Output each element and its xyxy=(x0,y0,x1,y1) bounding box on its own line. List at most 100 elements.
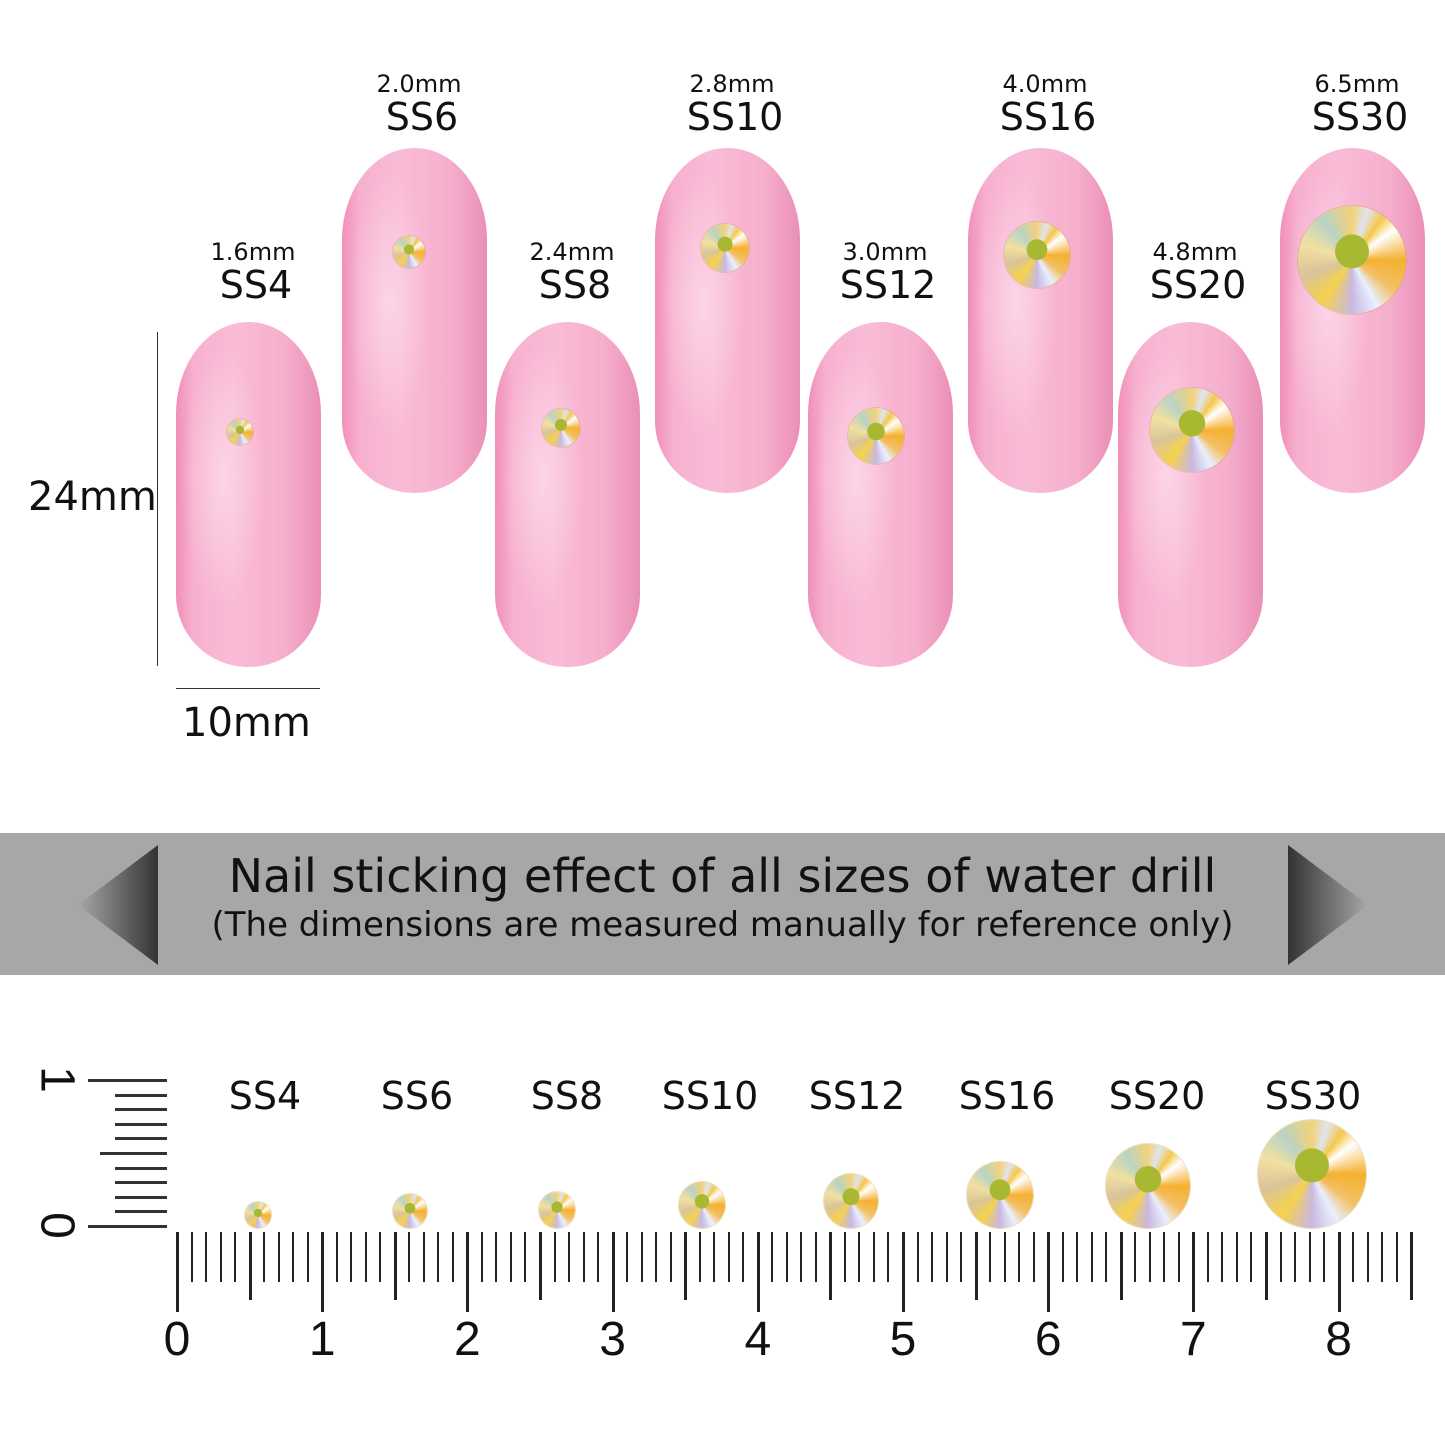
ruler-tick xyxy=(1395,1232,1398,1282)
ruler-tick xyxy=(655,1232,658,1282)
ruler-tick xyxy=(1119,1232,1123,1300)
ruler-tick xyxy=(800,1232,803,1282)
ruler-tick xyxy=(1061,1232,1064,1282)
vertical-scale-number: 0 xyxy=(30,1212,84,1239)
ruler-tick xyxy=(858,1232,861,1282)
rhinestone-ss16 xyxy=(1004,222,1070,288)
ruler-tick xyxy=(205,1232,208,1282)
size-mm-label: 4.8mm xyxy=(1152,238,1238,266)
ruler-number: 0 xyxy=(163,1313,191,1366)
ruler-tick xyxy=(597,1232,600,1282)
vertical-scale-tick xyxy=(115,1166,167,1170)
ruler-tick xyxy=(480,1232,483,1282)
ruler-tick xyxy=(916,1232,919,1282)
ruler-tick xyxy=(669,1232,672,1282)
size-mm-label: 2.8mm xyxy=(689,70,775,98)
ruler-size-label: SS30 xyxy=(1264,1074,1362,1118)
ruler-tick xyxy=(1265,1232,1268,1300)
ruler-tick xyxy=(335,1232,338,1282)
rhinestone-ss6 xyxy=(393,236,425,268)
ruler-tick xyxy=(190,1232,193,1282)
ruler-rhinestone-ss16 xyxy=(967,1162,1033,1228)
ruler-tick xyxy=(509,1232,512,1282)
height-dimension-label: 24mm xyxy=(28,474,157,520)
ruler-tick xyxy=(553,1232,556,1282)
ruler-tick xyxy=(321,1232,325,1312)
ruler-tick xyxy=(611,1232,615,1312)
size-mm-label: 2.0mm xyxy=(376,70,462,98)
size-code-label: SS4 xyxy=(219,263,293,307)
ruler-tick xyxy=(974,1232,978,1300)
right-arrow-icon xyxy=(1288,845,1368,965)
ruler-tick xyxy=(1032,1232,1035,1282)
ruler-tick xyxy=(1250,1232,1253,1282)
vertical-scale-tick xyxy=(88,1079,167,1082)
left-arrow-icon xyxy=(78,845,158,965)
ruler-tick xyxy=(1323,1232,1326,1282)
size-code-label: SS10 xyxy=(686,95,784,139)
ruler-tick xyxy=(292,1232,295,1282)
ruler-tick xyxy=(1381,1232,1384,1282)
ruler-tick xyxy=(219,1232,222,1282)
rhinestone-ss20 xyxy=(1150,388,1234,472)
rhinestone-ss12 xyxy=(848,408,904,464)
vertical-scale-tick xyxy=(115,1210,167,1214)
ruler-tick xyxy=(1047,1232,1051,1312)
ruler-size-label: SS20 xyxy=(1108,1074,1206,1118)
ruler-tick xyxy=(1410,1232,1414,1300)
ruler-number: 8 xyxy=(1325,1313,1352,1366)
ruler-tick xyxy=(1221,1232,1224,1282)
ruler-tick xyxy=(1352,1232,1355,1282)
ruler-tick xyxy=(785,1232,788,1282)
size-mm-label: 3.0mm xyxy=(842,238,928,266)
ruler-tick xyxy=(771,1232,774,1282)
ruler-tick xyxy=(524,1232,527,1282)
ruler-tick xyxy=(727,1232,730,1282)
ruler-tick xyxy=(1294,1232,1297,1282)
ruler-tick xyxy=(742,1232,745,1282)
vertical-scale-tick xyxy=(115,1122,167,1126)
width-dimension-line xyxy=(176,688,320,689)
ruler-tick xyxy=(234,1232,237,1282)
ruler-tick xyxy=(640,1232,643,1282)
size-mm-label: 1.6mm xyxy=(210,238,296,266)
ruler-size-label: SS10 xyxy=(661,1074,759,1118)
ruler-tick xyxy=(887,1232,890,1282)
ruler-tick xyxy=(1018,1232,1021,1282)
ruler-tick xyxy=(989,1232,992,1282)
rhinestone-ss30 xyxy=(1298,206,1406,314)
ruler-size-label: SS8 xyxy=(530,1074,604,1118)
ruler-tick xyxy=(756,1232,760,1312)
ruler-tick xyxy=(1235,1232,1238,1282)
ruler-tick xyxy=(945,1232,948,1282)
ruler-number: 3 xyxy=(599,1313,626,1366)
ruler-tick xyxy=(437,1232,440,1282)
vertical-scale-tick xyxy=(115,1108,167,1112)
ruler-number: 6 xyxy=(1034,1313,1062,1366)
nail-ss20 xyxy=(1118,322,1263,667)
nail-ss16 xyxy=(968,148,1113,493)
ruler-tick xyxy=(408,1232,411,1282)
ruler-tick xyxy=(495,1232,498,1282)
ruler-tick xyxy=(931,1232,934,1282)
ruler-tick xyxy=(1192,1232,1196,1312)
ruler-number: 7 xyxy=(1180,1313,1207,1366)
banner-subtitle: (The dimensions are measured manually fo… xyxy=(211,905,1234,945)
ruler-tick xyxy=(422,1232,425,1282)
ruler-tick xyxy=(263,1232,266,1282)
ruler-tick xyxy=(814,1232,817,1282)
ruler-tick xyxy=(568,1232,571,1282)
size-code-label: SS8 xyxy=(538,263,612,307)
ruler-tick xyxy=(451,1232,454,1282)
rhinestone-ss4 xyxy=(227,419,253,445)
ruler-tick xyxy=(248,1232,252,1300)
ruler-tick xyxy=(466,1232,470,1312)
ruler-number: 2 xyxy=(454,1313,481,1366)
ruler-tick xyxy=(364,1232,367,1282)
ruler-tick xyxy=(176,1232,179,1312)
ruler-tick xyxy=(1163,1232,1166,1282)
ruler-tick xyxy=(960,1232,963,1282)
ruler-tick xyxy=(1366,1232,1369,1282)
ruler-tick xyxy=(1076,1232,1079,1282)
ruler-tick xyxy=(1003,1232,1006,1282)
